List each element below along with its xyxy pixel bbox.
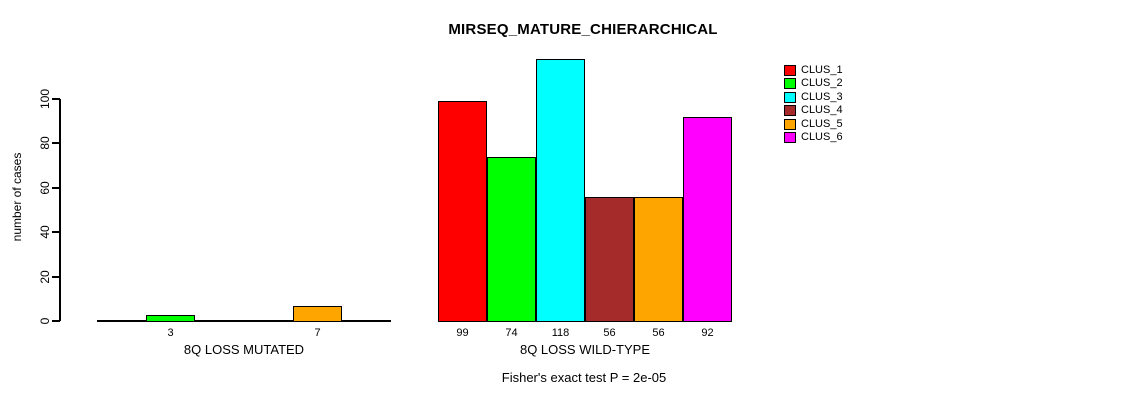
bar-clus_2-2 [487,157,536,322]
group-baseline [97,320,391,322]
bar-clus_4-2 [585,197,634,322]
legend-swatch-clus_6 [784,132,796,143]
bar-value-label: 3 [167,327,174,339]
bar-clus_5-2 [634,197,683,322]
legend-label: CLUS_2 [801,77,843,90]
y-tick-mark [52,186,60,189]
bar-clus_1-2 [438,101,487,322]
bar-value-label: 7 [314,327,321,339]
y-tick-mark [52,231,60,234]
legend-swatch-clus_1 [784,65,796,76]
y-axis-title: number of cases [10,152,24,242]
y-tick-mark [52,275,60,278]
bar-clus_2-1 [146,315,195,322]
legend-label: CLUS_5 [801,117,843,130]
x-axis-category-label: 8Q LOSS WILD-TYPE [519,342,651,357]
bar-clus_6-2 [683,117,732,322]
y-tick-label: 0 [38,317,52,325]
bar-value-label: 99 [456,327,469,339]
legend-label: CLUS_4 [801,104,843,117]
y-tick-mark [52,98,60,100]
bar-value-label: 56 [652,327,665,339]
y-tick-label: 60 [38,181,52,195]
fisher-test-annotation: Fisher's exact test P = 2e-05 [501,370,667,385]
legend-swatch-clus_2 [784,78,796,90]
legend-label: CLUS_1 [801,64,843,76]
y-tick-mark [52,320,60,322]
bar-value-label: 118 [551,327,570,339]
legend-label: CLUS_6 [801,131,843,143]
bar-clus_5-1 [293,306,342,322]
y-tick-label: 40 [38,225,52,239]
bar-value-label: 92 [701,327,714,339]
y-tick-label: 20 [38,269,52,284]
chart-title: MIRSEQ_MATURE_CHIERARCHICAL [448,21,718,38]
y-tick-label: 100 [38,88,52,110]
y-tick-label: 80 [38,136,52,151]
legend-label: CLUS_3 [801,90,843,103]
bar-clus_3-2 [536,59,585,322]
y-axis-line [59,99,61,321]
bar-value-label: 56 [603,327,616,339]
y-tick-mark [52,142,60,145]
legend-swatch-clus_4 [784,105,796,117]
bar-value-label: 74 [505,327,518,339]
legend-swatch-clus_5 [784,118,796,130]
x-axis-category-label: 8Q LOSS MUTATED [183,342,305,357]
legend-swatch-clus_3 [784,91,796,103]
